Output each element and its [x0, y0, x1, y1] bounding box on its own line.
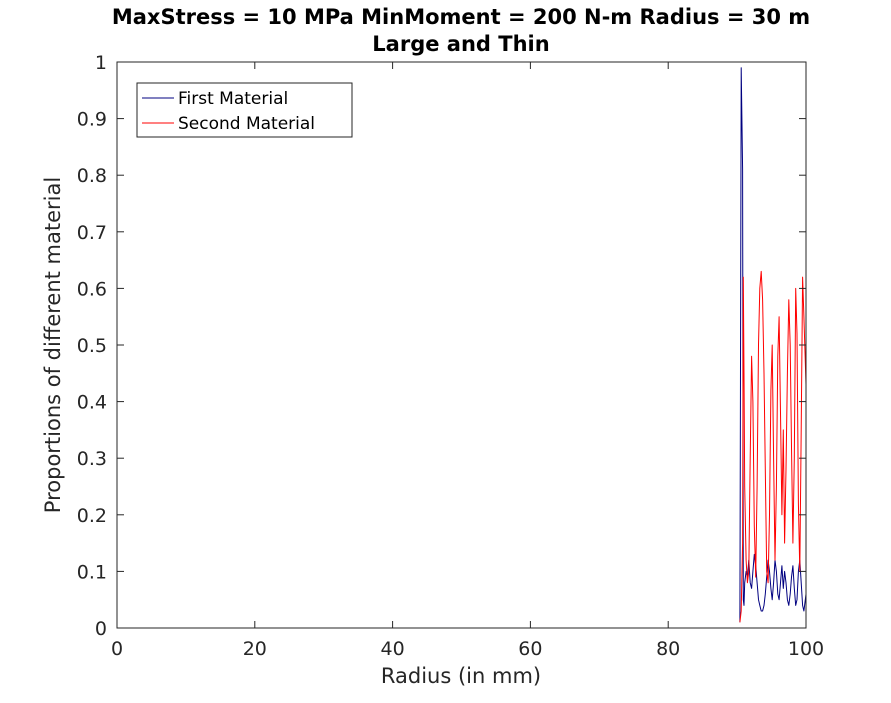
- y-tick-label: 0: [95, 618, 107, 640]
- series-line-second-material: [739, 270, 807, 623]
- x-tick-label: 20: [243, 638, 267, 660]
- ticks-layer: 0 20 40 60 80 100 0 0.1 0.2 0.3 0.4 0.5 0.6 0.7 0.8 0.9…: [77, 52, 824, 660]
- y-tick-label: 0.5: [77, 335, 107, 357]
- y-tick-label: 0.1: [77, 561, 107, 583]
- y-tick-label: 1: [95, 52, 107, 74]
- x-tick-label: 100: [788, 638, 824, 660]
- y-tick-label: 0.9: [77, 109, 107, 131]
- x-tick-label: 60: [518, 638, 542, 660]
- x-tick-label: 40: [381, 638, 405, 660]
- y-axis-label: Proportions of different material: [41, 177, 65, 513]
- y-tick-label: 0.8: [77, 165, 107, 187]
- legend-label-second-material: Second Material: [178, 114, 315, 134]
- plot-area: [117, 62, 806, 628]
- y-tick-label: 0.3: [77, 448, 107, 470]
- x-axis-label: Radius (in mm): [381, 664, 541, 688]
- x-tick-label: 0: [111, 638, 123, 660]
- y-tick-label: 0.6: [77, 278, 107, 300]
- y-tick-label: 0.7: [77, 222, 107, 244]
- legend-label-first-material: First Material: [178, 89, 288, 109]
- legend: First Material Second Material: [136, 82, 353, 138]
- chart-title: MaxStress = 10 MPa MinMoment = 200 N-m R…: [112, 5, 810, 29]
- y-tick-label: 0.2: [77, 505, 107, 527]
- y-tick-label: 0.4: [77, 392, 107, 414]
- legend-box: [136, 82, 353, 138]
- x-tick-label: 80: [656, 638, 680, 660]
- series-layer: [739, 67, 807, 623]
- chart-subtitle: Large and Thin: [372, 32, 549, 56]
